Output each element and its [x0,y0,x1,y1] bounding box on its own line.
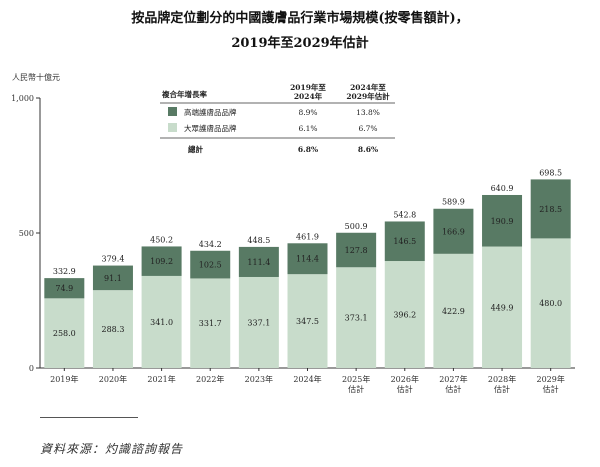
segment-value-label: 480.0 [539,299,562,308]
segment-value-label: 218.5 [539,205,562,214]
legend-swatch [168,107,177,116]
segment-value-label: 114.4 [296,255,319,264]
total-value-label: 379.4 [102,255,125,264]
segment-value-label: 288.3 [102,325,125,334]
bar-premium-segment [287,243,328,275]
segment-value-label: 102.5 [199,261,222,270]
bar-mass-segment [482,246,523,368]
x-tick-label: 2019年 [50,374,78,384]
segment-value-label: 190.9 [491,217,514,226]
legend-series-name: 大眾護膚品品牌 [184,123,237,133]
cagr-total-value: 8.6% [358,145,378,154]
total-value-label: 448.5 [247,236,270,245]
segment-value-label: 166.9 [442,227,465,236]
bar-mass-segment [141,275,182,368]
x-tick-label: 2026年 [391,374,419,384]
total-value-label: 434.2 [199,240,222,249]
cagr-col1-header: 2019年至 [290,82,326,92]
y-tick-label: 1,000 [11,94,34,103]
x-tick-label: 2022年 [196,374,224,384]
source-divider [40,417,138,418]
segment-value-label: 258.0 [53,329,76,338]
cagr-value: 6.1% [298,124,317,133]
bar-premium-segment [433,208,474,254]
x-tick-label: 估計 [348,384,364,394]
source-note: 資料來源：灼識諮詢報告 [40,442,184,456]
cagr-header: 複合年增長率 [161,89,207,99]
segment-value-label: 422.9 [442,307,465,316]
legend-total-label: 總計 [188,144,203,154]
segment-value-label: 373.1 [345,314,368,323]
x-tick-label: 估計 [543,384,559,394]
total-value-label: 589.9 [442,198,465,207]
segment-value-label: 91.1 [104,274,122,283]
segment-value-label: 347.5 [296,317,319,326]
total-value-label: 698.5 [539,168,562,177]
segment-value-label: 396.2 [393,311,416,320]
bar-premium-segment [92,265,133,291]
y-tick-label: 0 [29,364,34,373]
segment-value-label: 449.9 [491,303,514,312]
x-tick-label: 估計 [397,384,413,394]
bar-premium-segment [336,232,377,268]
bar-mass-segment [238,276,279,368]
x-tick-label: 2021年 [147,374,175,384]
cagr-value: 8.9% [298,108,317,117]
legend-series-name: 高端護膚品品牌 [184,107,237,117]
segment-value-label: 331.7 [199,319,222,328]
total-value-label: 450.2 [150,235,173,244]
bar-premium-segment [141,246,182,276]
bar-mass-segment [530,238,571,368]
total-value-label: 542.8 [393,210,416,219]
bar-mass-segment [44,298,85,368]
cagr-col2-header: 2029年估計 [346,91,390,101]
segment-value-label: 111.4 [247,258,270,267]
segment-value-label: 146.5 [393,237,416,246]
cagr-value: 6.7% [358,124,377,133]
x-tick-label: 2027年 [439,374,467,384]
x-tick-label: 2024年 [293,374,321,384]
bar-mass-segment [92,290,133,368]
x-tick-label: 2025年 [342,374,370,384]
legend-swatch [168,123,177,132]
total-value-label: 461.9 [296,232,319,241]
cagr-total-value: 6.8% [298,145,318,154]
bar-mass-segment [336,267,377,368]
bar-mass-segment [287,274,328,368]
x-tick-label: 2023年 [245,374,273,384]
segment-value-label: 337.1 [247,318,270,327]
cagr-col2-header: 2024年至 [350,82,386,92]
x-tick-label: 2020年 [99,374,127,384]
chart-title-line2: 2019年至2029年估計 [231,35,368,51]
x-tick-label: 估計 [445,384,461,394]
bar-premium-segment [530,179,571,239]
bar-mass-segment [433,253,474,368]
bar-premium-segment [44,278,85,299]
y-axis-label: 人民幣十億元 [12,72,60,82]
segment-value-label: 341.0 [150,318,173,327]
y-tick-label: 500 [19,229,34,238]
total-value-label: 500.9 [345,222,368,231]
cagr-value: 13.8% [356,108,380,117]
segment-value-label: 109.2 [150,257,173,266]
bar-premium-segment [190,250,231,279]
x-tick-label: 估計 [494,384,510,394]
x-tick-label: 2028年 [488,374,516,384]
cagr-col1-header: 2024年 [294,91,323,101]
bar-mass-segment [384,261,425,368]
total-value-label: 332.9 [53,267,76,276]
segment-value-label: 74.9 [55,284,73,293]
bar-mass-segment [190,278,231,368]
bar-premium-segment [482,194,523,247]
chart-title-line1: 按品牌定位劃分的中國護膚品行業市場規模(按零售額計)， [131,10,468,26]
total-value-label: 640.9 [491,184,514,193]
segment-value-label: 127.8 [345,246,368,255]
bar-premium-segment [238,246,279,277]
x-tick-label: 2029年 [537,374,565,384]
bar-premium-segment [384,221,425,262]
